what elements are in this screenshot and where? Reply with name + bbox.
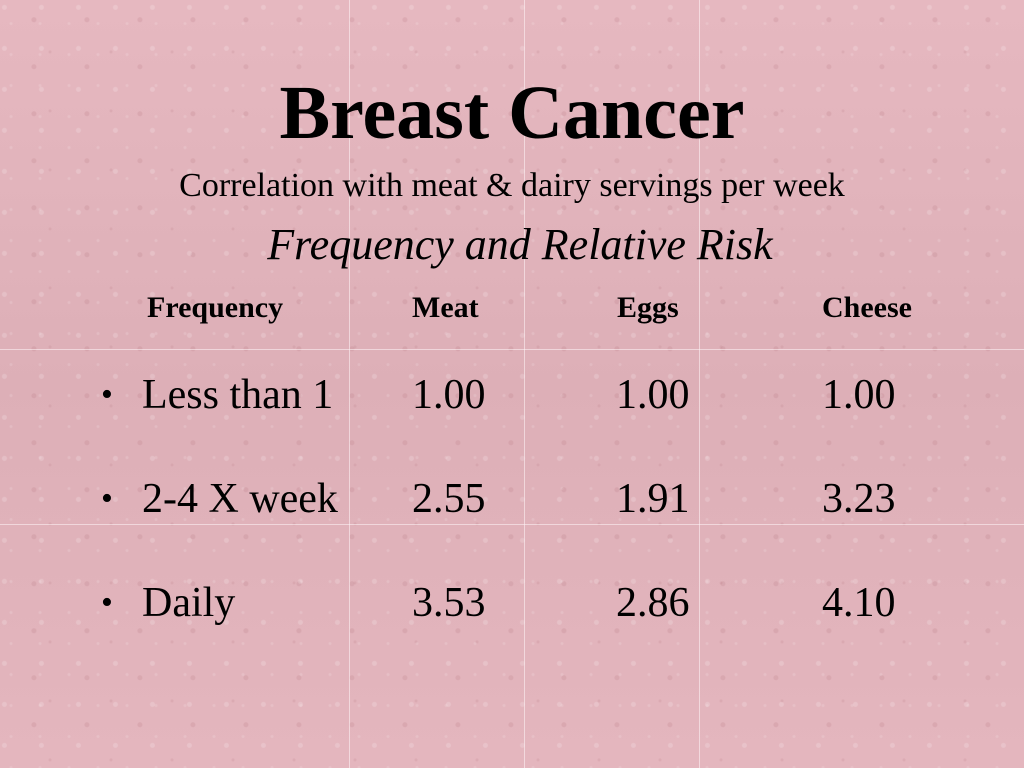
- background-seam: [0, 349, 1024, 350]
- section-heading: Frequency and Relative Risk: [267, 220, 773, 269]
- eggs-value: 2.86: [616, 580, 690, 626]
- eggs-value: 1.91: [616, 476, 690, 522]
- background-seam: [699, 0, 700, 768]
- row-label: Less than 1: [142, 372, 334, 418]
- column-header-cheese: Cheese: [822, 291, 912, 324]
- cheese-value: 1.00: [822, 372, 896, 418]
- table-row: • Daily 3.53 2.86 4.10: [0, 578, 1024, 628]
- meat-value: 3.53: [412, 580, 486, 626]
- meat-value: 2.55: [412, 476, 486, 522]
- bullet-icon: •: [101, 480, 113, 517]
- bullet-icon: •: [101, 584, 113, 621]
- column-header-eggs: Eggs: [617, 291, 679, 324]
- table-row: • 2-4 X week 2.55 1.91 3.23: [0, 474, 1024, 524]
- meat-value: 1.00: [412, 372, 486, 418]
- slide-subtitle: Correlation with meat & dairy servings p…: [179, 167, 845, 204]
- background-seam: [524, 0, 525, 768]
- column-header-meat: Meat: [412, 291, 479, 324]
- background-seam: [0, 524, 1024, 525]
- eggs-value: 1.00: [616, 372, 690, 418]
- bullet-icon: •: [101, 376, 113, 413]
- column-header-frequency: Frequency: [147, 291, 284, 324]
- slide-title: Breast Cancer: [279, 71, 745, 155]
- background-seam: [349, 0, 350, 768]
- table-row: • Less than 1 1.00 1.00 1.00: [0, 370, 1024, 420]
- row-label: Daily: [142, 580, 236, 626]
- cheese-value: 3.23: [822, 476, 896, 522]
- cheese-value: 4.10: [822, 580, 896, 626]
- row-label: 2-4 X week: [142, 476, 338, 522]
